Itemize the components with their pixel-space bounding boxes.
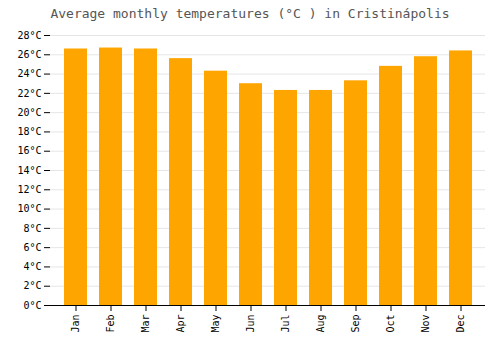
svg-text:Sep: Sep (350, 315, 361, 333)
svg-text:2°C: 2°C (23, 280, 41, 291)
svg-text:8°C: 8°C (23, 223, 41, 234)
svg-text:May: May (210, 315, 221, 333)
svg-text:18°C: 18°C (17, 126, 41, 137)
svg-text:26°C: 26°C (17, 49, 41, 60)
svg-text:Feb: Feb (105, 315, 116, 333)
svg-text:10°C: 10°C (17, 203, 41, 214)
svg-text:Mar: Mar (140, 315, 151, 333)
svg-text:Oct: Oct (385, 315, 396, 333)
svg-text:6°C: 6°C (23, 242, 41, 253)
svg-text:Apr: Apr (175, 315, 186, 333)
svg-text:4°C: 4°C (23, 261, 41, 272)
svg-text:16°C: 16°C (17, 145, 41, 156)
svg-text:12°C: 12°C (17, 184, 41, 195)
svg-text:22°C: 22°C (17, 88, 41, 99)
svg-text:20°C: 20°C (17, 107, 41, 118)
svg-text:Nov: Nov (420, 315, 431, 333)
svg-text:Aug: Aug (315, 315, 326, 333)
svg-text:28°C: 28°C (17, 30, 41, 41)
svg-text:Jul: Jul (280, 315, 291, 333)
svg-text:24°C: 24°C (17, 68, 41, 79)
svg-text:Jan: Jan (70, 315, 81, 333)
svg-text:0°C: 0°C (23, 300, 41, 311)
svg-text:14°C: 14°C (17, 165, 41, 176)
svg-text:Jun: Jun (245, 315, 256, 333)
svg-text:Dec: Dec (455, 315, 466, 333)
html-text:Average monthly temperatures (: Average monthly temperatures (°C ) in Cr… (50, 6, 450, 21)
